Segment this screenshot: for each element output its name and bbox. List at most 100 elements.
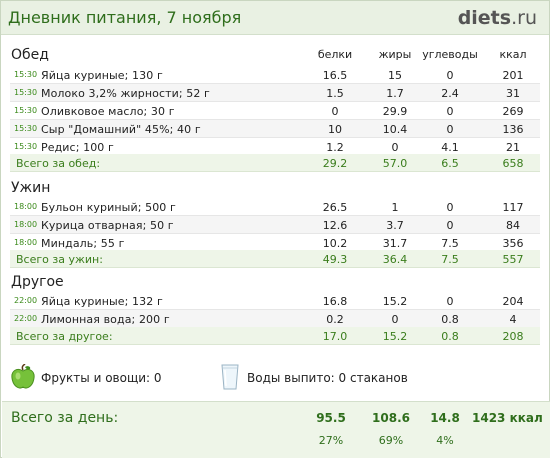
row-food-name[interactable]: Редис; 100 г — [41, 141, 114, 154]
meal-total-row: Всего за другое: 17.0 15.2 0.8 208 — [10, 327, 540, 345]
day-total-label: Всего за день: — [11, 410, 119, 426]
row-fat: 1.7 — [386, 87, 404, 100]
row-kcal: 117 — [502, 201, 524, 214]
row-kcal: 136 — [502, 123, 524, 136]
column-header-carbs: углеводы — [422, 48, 478, 61]
meal-title-other: Другое — [11, 274, 64, 290]
row-fat: 29.9 — [382, 105, 408, 118]
meal-total-label: Всего за другое: — [16, 330, 113, 343]
day-total-protein: 95.5 — [316, 411, 346, 425]
row-carbs: 0 — [446, 219, 454, 232]
day-total-carbs: 14.8 — [430, 411, 460, 425]
row-carbs: 0 — [446, 123, 454, 136]
row-fat: 0 — [391, 313, 399, 326]
table-row[interactable]: 15:30 Молоко 3,2% жирности; 52 г 1.5 1.7… — [10, 84, 540, 102]
table-row[interactable]: 15:30 Оливковое масло; 30 г 0 29.9 0 269 — [10, 102, 540, 120]
row-carbs: 0 — [446, 201, 454, 214]
row-kcal: 204 — [502, 295, 524, 308]
row-carbs: 4.1 — [441, 141, 459, 154]
row-time: 18:00 — [14, 220, 38, 229]
row-protein: 10 — [328, 123, 342, 136]
total-kcal: 658 — [502, 157, 524, 170]
meal-title-lunch: Обед — [11, 47, 49, 63]
row-time: 22:00 — [14, 296, 38, 305]
total-kcal: 208 — [502, 330, 524, 343]
logo-tld: .ru — [511, 7, 537, 29]
row-food-name[interactable]: Курица отварная; 50 г — [41, 219, 174, 232]
total-carbs: 6.5 — [441, 157, 459, 170]
total-fat: 36.4 — [382, 253, 408, 266]
water-label: Воды выпито: 0 стаканов — [247, 371, 408, 385]
column-header-fat: жиры — [378, 48, 412, 61]
row-kcal: 4 — [509, 313, 517, 326]
row-food-name[interactable]: Миндаль; 55 г — [41, 237, 125, 250]
row-carbs: 0 — [446, 105, 454, 118]
diary-header: Дневник питания, 7 ноября diets.ru — [1, 1, 549, 35]
row-kcal: 269 — [502, 105, 524, 118]
row-protein: 10.2 — [322, 237, 348, 250]
row-food-name[interactable]: Яйца куриные; 130 г — [41, 69, 163, 82]
row-kcal: 201 — [502, 69, 524, 82]
day-carbs-percent: 4% — [436, 434, 454, 447]
row-food-name[interactable]: Оливковое масло; 30 г — [41, 105, 175, 118]
row-protein: 16.8 — [322, 295, 348, 308]
row-protein: 16.5 — [322, 69, 348, 82]
water-glass-icon — [221, 364, 239, 390]
fruits-label: Фрукты и овощи: 0 — [41, 371, 162, 385]
row-fat: 1 — [391, 201, 399, 214]
row-fat: 15 — [388, 69, 402, 82]
row-carbs: 2.4 — [441, 87, 459, 100]
day-protein-percent: 27% — [318, 434, 344, 447]
row-fat: 15.2 — [382, 295, 408, 308]
row-protein: 12.6 — [322, 219, 348, 232]
row-food-name[interactable]: Бульон куриный; 500 г — [41, 201, 176, 214]
row-time: 22:00 — [14, 314, 38, 323]
table-row[interactable]: 15:30 Сыр "Домашний" 45%; 40 г 10 10.4 0… — [10, 120, 540, 138]
total-carbs: 7.5 — [441, 253, 459, 266]
row-food-name[interactable]: Сыр "Домашний" 45%; 40 г — [41, 123, 201, 136]
page-title: Дневник питания, 7 ноября — [8, 8, 242, 27]
total-fat: 15.2 — [382, 330, 408, 343]
row-kcal: 84 — [506, 219, 520, 232]
row-fat: 3.7 — [386, 219, 404, 232]
row-carbs: 0 — [446, 295, 454, 308]
row-protein: 0.2 — [326, 313, 344, 326]
row-time: 18:00 — [14, 238, 38, 247]
meal-total-label: Всего за обед: — [16, 157, 101, 170]
row-time: 18:00 — [14, 202, 38, 211]
row-time: 15:30 — [14, 106, 38, 115]
row-fat: 0 — [391, 141, 399, 154]
row-protein: 1.5 — [326, 87, 344, 100]
row-carbs: 0.8 — [441, 313, 459, 326]
row-protein: 1.2 — [326, 141, 344, 154]
total-kcal: 557 — [502, 253, 524, 266]
row-kcal: 356 — [502, 237, 524, 250]
day-fat-percent: 69% — [378, 434, 404, 447]
water-counter[interactable]: Воды выпито: 0 стаканов — [221, 364, 451, 392]
table-row[interactable]: 18:00 Бульон куриный; 500 г 26.5 1 0 117 — [10, 198, 540, 216]
row-fat: 10.4 — [382, 123, 408, 136]
row-food-name[interactable]: Яйца куриные; 132 г — [41, 295, 163, 308]
row-protein: 26.5 — [322, 201, 348, 214]
row-kcal: 31 — [506, 87, 520, 100]
total-protein: 29.2 — [322, 157, 348, 170]
table-row[interactable]: 15:30 Яйца куриные; 130 г 16.5 15 0 201 — [10, 66, 540, 84]
day-total-kcal: 1423 ккал — [472, 411, 543, 425]
meal-total-label: Всего за ужин: — [16, 253, 103, 266]
fruits-counter[interactable]: Фрукты и овощи: 0 — [11, 364, 211, 392]
row-time: 15:30 — [14, 70, 38, 79]
column-header-protein: белки — [317, 48, 353, 61]
row-food-name[interactable]: Молоко 3,2% жирности; 52 г — [41, 87, 210, 100]
table-row[interactable]: 22:00 Яйца куриные; 132 г 16.8 15.2 0 20… — [10, 292, 540, 310]
table-row[interactable]: 18:00 Курица отварная; 50 г 12.6 3.7 0 8… — [10, 216, 540, 234]
total-carbs: 0.8 — [441, 330, 459, 343]
site-logo[interactable]: diets.ru — [458, 7, 537, 29]
row-kcal: 21 — [506, 141, 520, 154]
table-row[interactable]: 22:00 Лимонная вода; 200 г 0.2 0 0.8 4 — [10, 310, 540, 328]
total-fat: 57.0 — [382, 157, 408, 170]
row-food-name[interactable]: Лимонная вода; 200 г — [41, 313, 170, 326]
total-protein: 17.0 — [322, 330, 348, 343]
row-time: 15:30 — [14, 142, 38, 151]
row-fat: 31.7 — [382, 237, 408, 250]
